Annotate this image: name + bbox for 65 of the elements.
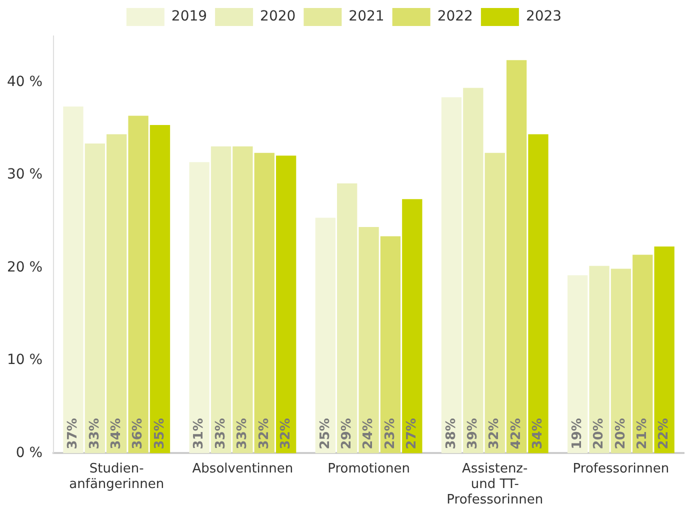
y-tick-label: 0 % — [16, 444, 43, 461]
bar — [232, 146, 253, 454]
y-tick-label: 30 % — [6, 166, 43, 183]
data-label: 20% — [592, 418, 607, 450]
bar — [254, 152, 274, 454]
data-label: 22% — [656, 418, 672, 450]
data-label: 39% — [466, 418, 481, 450]
bar — [276, 156, 296, 454]
bar — [189, 162, 210, 454]
data-label: 37% — [66, 418, 81, 450]
data-label: 34% — [108, 418, 124, 450]
y-tick-label: 10 % — [6, 352, 43, 368]
data-label: 23% — [382, 418, 398, 450]
bar — [589, 266, 610, 454]
bar — [632, 254, 653, 454]
x-tick-label: Studien- anfängerinnen — [69, 461, 164, 492]
bar — [610, 268, 632, 454]
y-tick-label: 40 % — [6, 74, 43, 90]
data-label: 42% — [508, 418, 524, 450]
bar — [402, 199, 422, 454]
x-tick-label: Assistenz- und TT- Professorinnen — [446, 461, 544, 508]
data-label: 34% — [530, 418, 546, 450]
data-label: 24% — [361, 418, 376, 450]
data-label: 25% — [318, 418, 333, 450]
data-label: 32% — [278, 418, 294, 450]
legend-label: 2020 — [260, 8, 296, 25]
data-label: 32% — [487, 418, 502, 450]
legend-label: 2023 — [526, 8, 562, 25]
x-tick-label: Promotionen — [328, 461, 410, 476]
bar — [358, 226, 379, 454]
legend-label: 2022 — [437, 8, 473, 25]
bar — [528, 134, 548, 454]
data-label: 21% — [635, 418, 650, 450]
data-label: 20% — [613, 418, 628, 450]
data-label: 38% — [444, 418, 459, 450]
data-label: 35% — [152, 418, 168, 450]
bar — [84, 144, 106, 454]
bar — [568, 275, 588, 454]
bar — [337, 183, 358, 454]
x-tick-label: Professorinnen — [572, 461, 670, 476]
data-label: 31% — [192, 418, 207, 450]
data-label: 33% — [213, 418, 228, 450]
y-tick-label: 20 % — [6, 259, 43, 276]
bar — [63, 106, 84, 454]
bar — [463, 88, 484, 454]
bar — [210, 146, 232, 454]
data-label: 33% — [235, 418, 250, 450]
bar — [106, 134, 127, 454]
bar — [654, 246, 674, 454]
bar — [441, 97, 462, 454]
legend-label: 2019 — [171, 8, 208, 25]
data-label: 19% — [570, 418, 585, 450]
data-label: 27% — [404, 418, 420, 450]
bar — [128, 116, 148, 454]
bar — [506, 60, 527, 454]
bar — [150, 125, 170, 454]
x-tick-label: Absolventinnen — [192, 461, 294, 476]
data-label: 33% — [87, 418, 102, 450]
legend-label: 2021 — [348, 8, 384, 25]
data-label: 36% — [130, 418, 146, 450]
bar — [380, 236, 401, 454]
data-label: 32% — [256, 418, 272, 450]
bar — [315, 218, 336, 454]
bar — [484, 152, 505, 454]
data-label: 29% — [339, 418, 354, 450]
